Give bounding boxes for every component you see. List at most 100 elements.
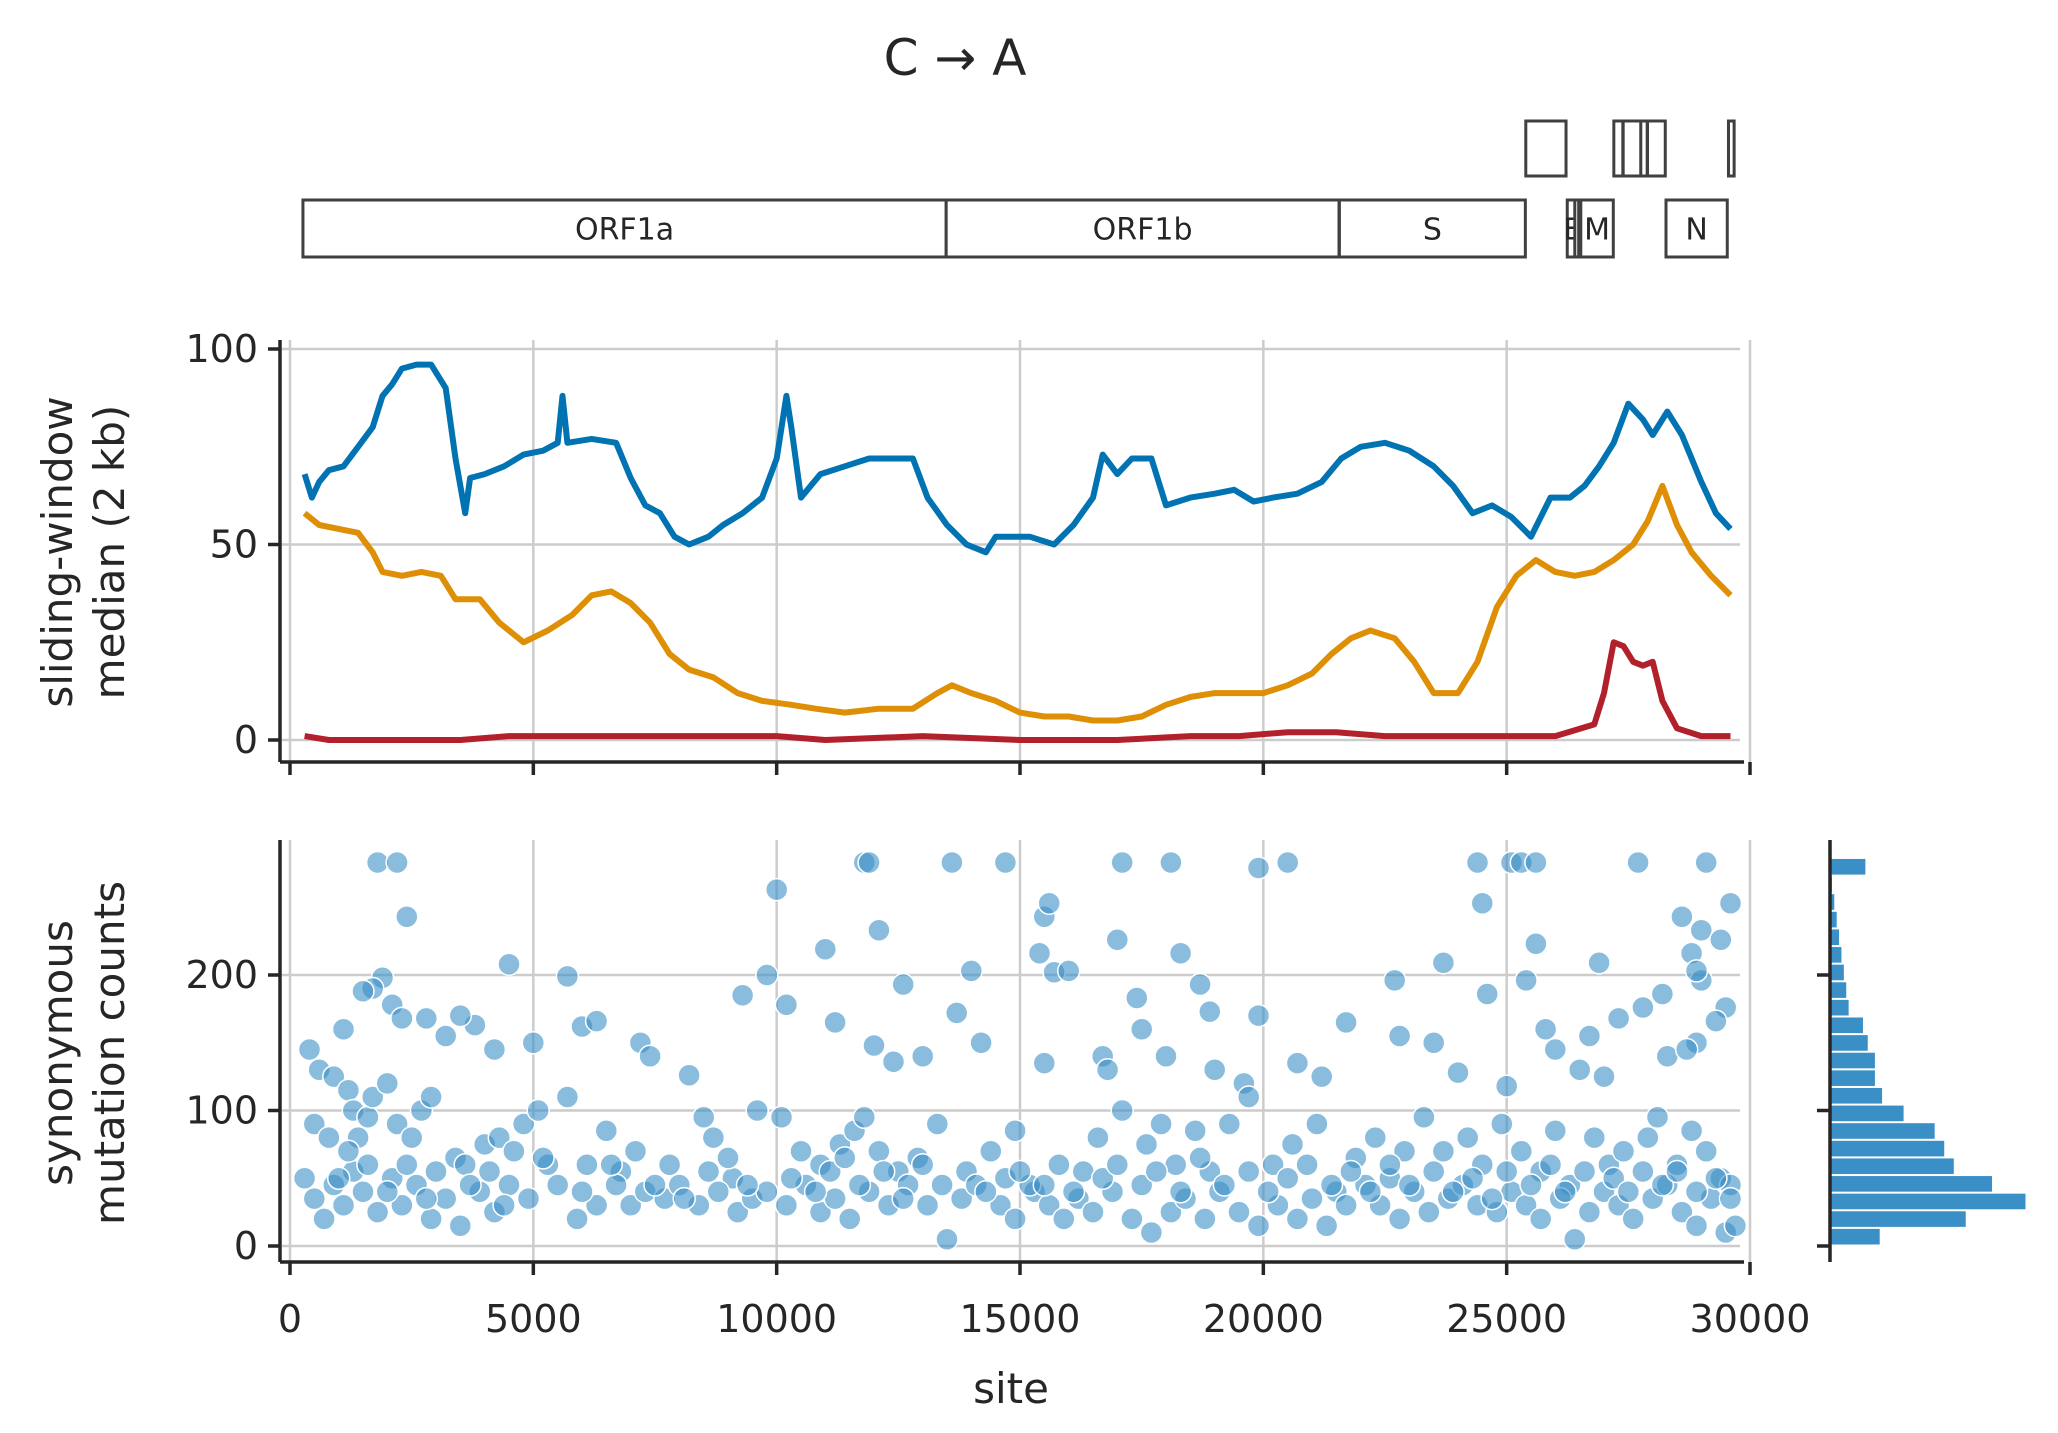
scatter-point <box>1460 1166 1485 1191</box>
scatter-point <box>910 1044 935 1069</box>
scatter-point <box>1397 1173 1422 1197</box>
scatter-point <box>516 1186 541 1211</box>
scatter-point <box>1417 1200 1441 1224</box>
scatter-point <box>1528 1207 1553 1231</box>
line-ylabel-line2: median (2 kb) <box>85 405 134 700</box>
scatter-point <box>1650 1173 1675 1197</box>
scatter-point <box>1538 1152 1563 1177</box>
scatter-point <box>575 1152 599 1177</box>
scatter-xtick-label: 0 <box>278 1297 302 1341</box>
scatter-point <box>1217 1112 1242 1136</box>
scatter-point <box>871 1159 896 1184</box>
scatter-point <box>1387 1207 1412 1231</box>
histogram-bar <box>1829 857 1867 876</box>
scatter-point <box>1188 1146 1212 1170</box>
gene-box-orf8 <box>1646 119 1667 178</box>
chart-title: C → A <box>884 29 1027 87</box>
scatter-xtick-label: 20000 <box>1203 1297 1324 1341</box>
scatter-point <box>312 1207 336 1231</box>
scatter-point <box>1524 932 1548 956</box>
gene-box-n <box>1664 198 1729 259</box>
scatter-point <box>375 1180 400 1204</box>
scatter-point <box>326 1166 351 1191</box>
scatter-point <box>1446 1060 1470 1085</box>
scatter-point <box>638 1044 662 1069</box>
scatter-point <box>1718 891 1743 915</box>
scatter-point <box>458 1173 482 1197</box>
line-series-1 <box>302 482 1733 724</box>
scatter-point <box>1052 1207 1076 1231</box>
line-ytick-label: 100 <box>185 327 258 371</box>
gene-box-s <box>1337 198 1527 259</box>
histogram-bar <box>1829 998 1850 1017</box>
scatter-point <box>1509 1139 1534 1163</box>
scatter-point <box>1134 1132 1159 1157</box>
scatter-point <box>365 1200 390 1224</box>
scatter-point <box>336 1078 361 1102</box>
scatter-point <box>375 1071 400 1096</box>
histogram-bar <box>1829 963 1845 982</box>
scatter-point <box>1718 1186 1743 1211</box>
scatter-point <box>755 963 779 987</box>
scatter-point <box>949 1186 974 1211</box>
scatter-point <box>1159 850 1183 875</box>
scatter-point <box>356 1105 380 1130</box>
scatter-point <box>1032 1173 1057 1197</box>
scatter-point <box>837 1207 862 1231</box>
scatter-point <box>1159 1200 1183 1224</box>
scatter-point <box>1188 972 1212 997</box>
scatter-point <box>1202 1058 1227 1082</box>
scatter-point <box>1246 856 1271 880</box>
gene-label-orf1a: ORF1a <box>575 213 674 248</box>
scatter-point <box>1480 1186 1504 1211</box>
scatter-point <box>1543 1119 1568 1143</box>
scatter-point <box>745 1098 769 1123</box>
scatter-point <box>657 1152 682 1177</box>
scatter-xtick-label: 25000 <box>1446 1297 1567 1341</box>
genome-map: ORF1a ORF1b S E M N <box>301 119 1736 259</box>
scatter-point <box>1129 1173 1154 1197</box>
gene-box-orf1a <box>301 198 948 259</box>
scatter-point <box>302 1112 327 1136</box>
gene-box-orf10 <box>1726 119 1736 178</box>
histogram-bar <box>1829 1139 1946 1158</box>
scatter-point <box>1572 1159 1597 1184</box>
scatter-point <box>1674 1037 1699 1062</box>
scatter-axes: 0 100 200 0 5000 10000 15000 20000 25000 30000 <box>185 840 1810 1341</box>
scatter-point <box>419 1085 443 1109</box>
scatter-point <box>1090 1166 1115 1191</box>
scatter-point <box>677 1063 701 1088</box>
scatter-point <box>1723 1213 1748 1238</box>
scatter-point <box>730 983 755 1008</box>
scatter-point <box>1139 1220 1164 1245</box>
scatter-point <box>395 1152 419 1177</box>
scatter-point <box>331 1193 356 1218</box>
histogram-bar <box>1829 1051 1876 1070</box>
histogram-bar <box>1829 946 1843 964</box>
scatter-point <box>774 1193 799 1218</box>
scatter-point <box>1246 1003 1271 1028</box>
scatter-point <box>1524 850 1548 875</box>
scatter-point <box>1601 1166 1626 1191</box>
scatter-point <box>1149 1112 1173 1136</box>
scatter-point <box>1037 891 1061 915</box>
scatter-point <box>891 1186 915 1211</box>
scatter-point <box>1645 1105 1670 1130</box>
scatter-point <box>930 1173 954 1197</box>
scatter-point <box>414 1006 439 1031</box>
line-ytick-label: 0 <box>234 718 258 762</box>
scatter-point <box>803 1180 828 1204</box>
scatter-point <box>915 1193 940 1218</box>
gene-label-orf1b: ORF1b <box>1093 213 1193 248</box>
scatter-point <box>623 1139 648 1163</box>
scatter-point <box>1081 1200 1105 1224</box>
histogram-bar <box>1829 1210 1967 1228</box>
scatter-point <box>1587 951 1611 975</box>
scatter-point <box>1689 918 1714 943</box>
scatter-point <box>1494 1074 1519 1098</box>
scatter-point <box>1105 1152 1130 1177</box>
scatter-point <box>502 1139 526 1163</box>
scatter-point <box>935 1227 959 1251</box>
scatter-point <box>555 964 580 989</box>
scatter-ytick-label: 100 <box>185 1089 258 1133</box>
